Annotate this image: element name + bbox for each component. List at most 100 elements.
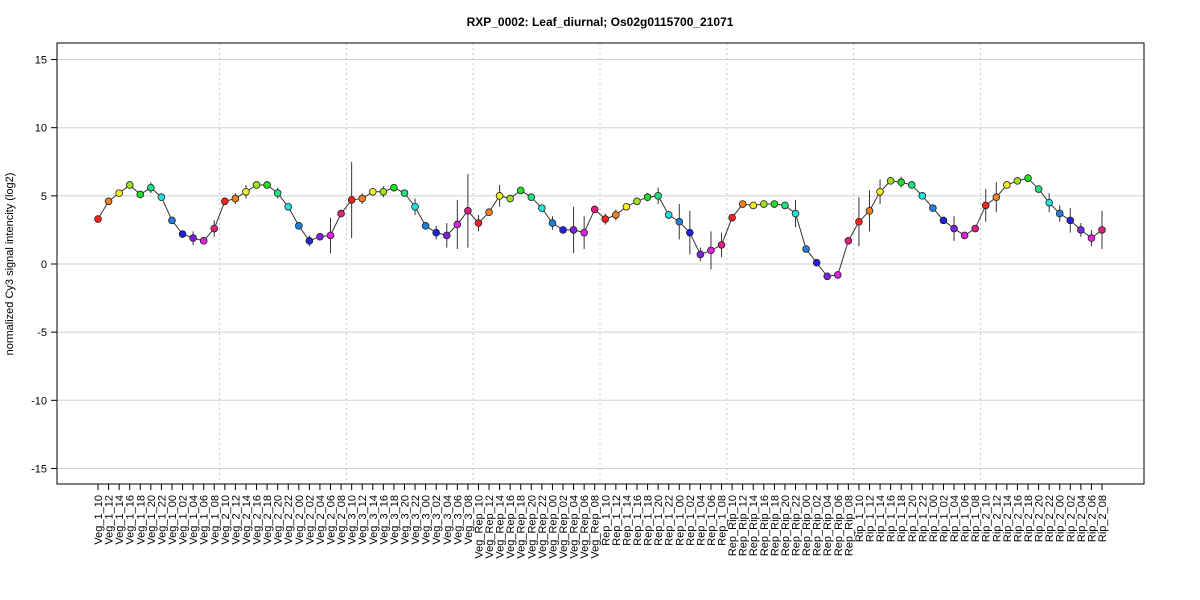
x-tick-label: Veg_Rep_04 — [569, 495, 581, 559]
x-tick-label: Rep_1_04 — [695, 495, 707, 546]
data-point — [294, 222, 303, 230]
x-tick-label: Rip_1_06 — [960, 495, 972, 542]
data-point — [886, 177, 895, 185]
data-point — [960, 231, 969, 240]
data-point — [284, 202, 293, 211]
x-tick-label: Rip_2_02 — [1065, 495, 1077, 542]
x-tick-label: Rep_Rip_22 — [791, 495, 803, 556]
x-tick-label: Rip_2_20 — [1034, 495, 1046, 542]
data-point — [326, 231, 335, 240]
x-tick-label: Rip_1_22 — [917, 495, 929, 542]
x-tick-label: Veg_3_12 — [357, 495, 369, 545]
x-tick-label: Veg_3_08 — [463, 495, 475, 545]
data-point — [812, 258, 821, 267]
data-point — [950, 224, 958, 233]
data-point — [485, 208, 493, 217]
x-tick-label: Veg_3_18 — [389, 495, 401, 545]
x-tick-label: Veg_2_22 — [283, 495, 295, 545]
data-point — [1098, 226, 1106, 234]
x-tick-label: Rip_2_08 — [1097, 495, 1109, 542]
data-point — [337, 209, 345, 218]
data-point — [760, 200, 768, 208]
data-point — [897, 178, 905, 187]
x-tick-label: Rep_Rip_16 — [759, 495, 771, 556]
x-tick-label: Veg_Rep_20 — [526, 495, 538, 559]
x-tick-label: Rip_2_00 — [1055, 495, 1067, 542]
y-tick-label: -15 — [31, 463, 47, 475]
data-point — [770, 200, 779, 208]
data-point — [379, 187, 388, 196]
data-point — [1066, 216, 1075, 225]
x-tick-label: Rip_1_00 — [928, 495, 940, 542]
x-tick-label: Rip_1_08 — [970, 495, 982, 542]
data-point — [580, 228, 588, 237]
x-tick-label: Rep_Rip_12 — [738, 495, 750, 556]
data-point — [400, 189, 409, 197]
data-point — [94, 215, 102, 223]
x-tick-label: Rep_Rip_18 — [769, 495, 781, 556]
data-point — [844, 237, 853, 245]
data-point — [464, 207, 472, 215]
x-tick-label: Veg_3_10 — [347, 495, 359, 545]
data-point — [453, 220, 462, 229]
data-point — [717, 241, 726, 249]
y-tick-label: 15 — [35, 55, 47, 67]
data-point — [316, 232, 324, 241]
data-point — [622, 202, 631, 211]
data-point — [738, 200, 747, 208]
data-point — [590, 205, 599, 214]
data-point — [675, 217, 684, 226]
x-tick-label: Rip_2_16 — [1012, 495, 1024, 542]
x-tick-label: Rep_Rip_00 — [801, 495, 813, 556]
data-point — [474, 219, 483, 227]
x-tick-label: Veg_1_14 — [114, 495, 126, 545]
data-point — [136, 190, 145, 199]
data-point — [411, 202, 419, 211]
x-tick-label: Veg_1_08 — [209, 495, 221, 545]
data-point — [421, 222, 430, 230]
data-point — [728, 213, 736, 222]
x-tick-label: Veg_2_04 — [315, 495, 327, 545]
x-tick-label: Veg_2_16 — [252, 495, 264, 545]
data-point — [273, 189, 282, 197]
data-point — [876, 187, 884, 196]
x-tick-label: Rep_1_10 — [600, 495, 612, 546]
x-tick-label: Veg_Rep_06 — [579, 495, 591, 559]
data-point — [664, 211, 673, 219]
x-tick-label: Veg_3_02 — [431, 495, 443, 545]
x-tick-label: Veg_Rep_02 — [558, 495, 570, 559]
x-tick-label: Rip_2_06 — [1086, 495, 1098, 542]
data-point — [643, 193, 652, 202]
x-tick-label: Veg_2_08 — [336, 495, 348, 545]
x-tick-label: Rep_1_20 — [653, 495, 665, 546]
data-point — [548, 219, 557, 227]
data-point — [696, 250, 705, 259]
data-point — [252, 181, 261, 189]
data-point — [305, 237, 314, 245]
x-tick-label: Veg_1_04 — [188, 495, 200, 545]
x-tick-label: Veg_2_12 — [230, 495, 242, 545]
data-point — [781, 201, 789, 210]
data-point — [527, 193, 536, 202]
data-point — [347, 196, 356, 204]
data-point — [1045, 198, 1053, 207]
data-point — [823, 272, 832, 281]
x-tick-label: Veg_1_06 — [199, 495, 211, 545]
x-tick-label: Veg_1_12 — [104, 495, 116, 545]
data-point — [1013, 177, 1022, 185]
data-point — [907, 181, 916, 189]
data-point — [1003, 181, 1011, 189]
data-point — [242, 187, 250, 196]
data-point — [263, 181, 271, 189]
data-point — [1034, 185, 1043, 193]
x-tick-label: Rep_Rip_10 — [727, 495, 739, 556]
x-tick-label: Rep_Rip_02 — [812, 495, 824, 556]
x-tick-label: Rip_2_18 — [1023, 495, 1035, 542]
data-point — [654, 192, 662, 200]
data-point — [865, 207, 874, 215]
x-tick-label: Rep_Rip_08 — [843, 495, 855, 556]
x-tick-label: Veg_2_00 — [294, 495, 306, 545]
x-tick-label: Veg_2_14 — [241, 495, 253, 545]
y-tick-label: 10 — [35, 123, 47, 135]
